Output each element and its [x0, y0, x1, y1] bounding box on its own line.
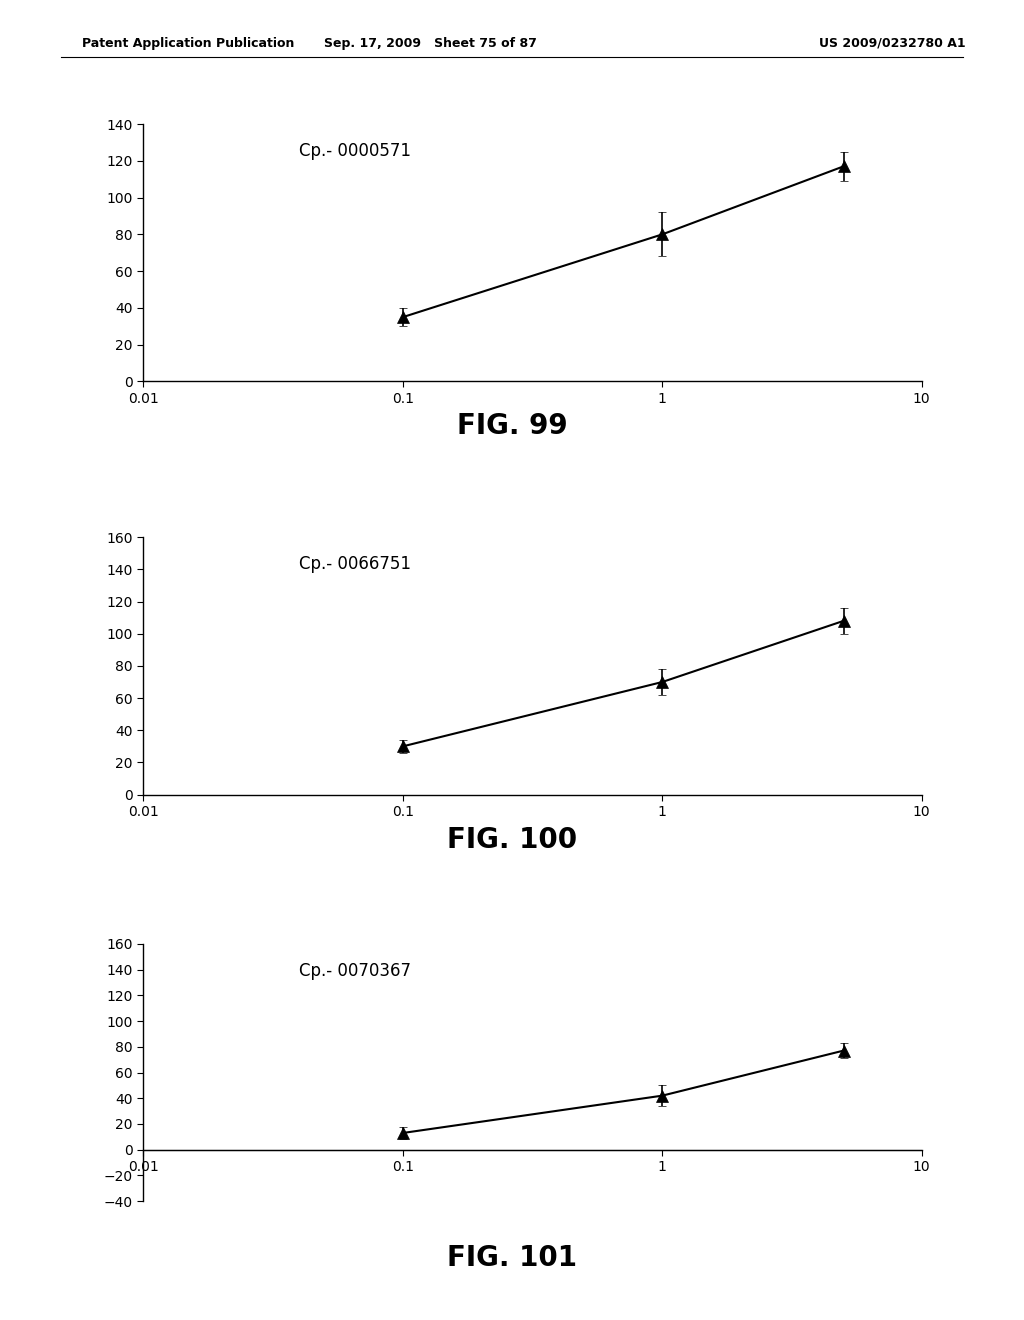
Text: Cp.- 0070367: Cp.- 0070367 — [299, 962, 411, 979]
Text: Cp.- 0000571: Cp.- 0000571 — [299, 143, 411, 160]
Text: Cp.- 0066751: Cp.- 0066751 — [299, 556, 411, 573]
Text: US 2009/0232780 A1: US 2009/0232780 A1 — [819, 37, 966, 50]
Text: Patent Application Publication: Patent Application Publication — [82, 37, 294, 50]
Text: Sep. 17, 2009   Sheet 75 of 87: Sep. 17, 2009 Sheet 75 of 87 — [324, 37, 537, 50]
Text: FIG. 101: FIG. 101 — [447, 1243, 577, 1272]
Text: FIG. 100: FIG. 100 — [446, 825, 578, 854]
Text: FIG. 99: FIG. 99 — [457, 412, 567, 441]
